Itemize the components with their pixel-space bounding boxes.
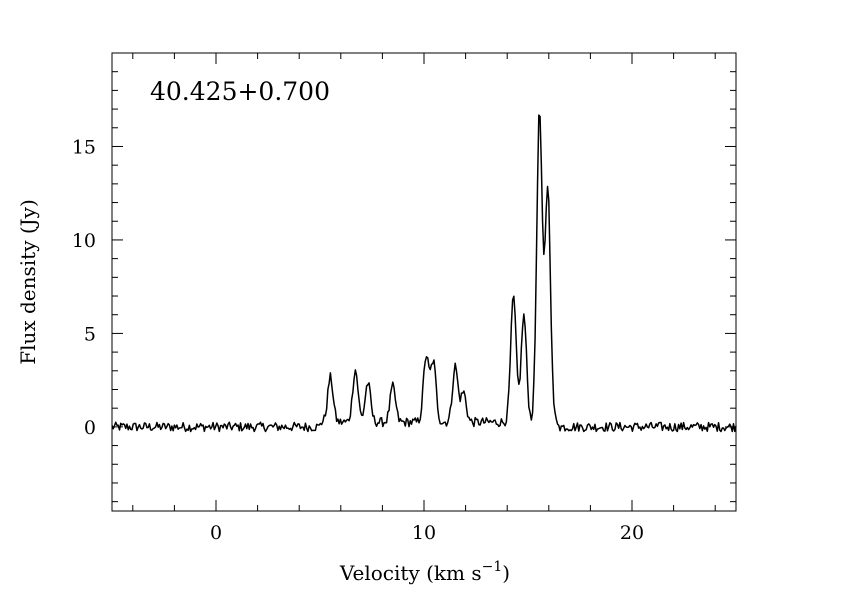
x-axis-title-exponent: −1 bbox=[482, 559, 503, 575]
plot-frame bbox=[111, 52, 737, 512]
x-tick-label: 10 bbox=[412, 522, 436, 544]
axis-ticks bbox=[112, 53, 736, 511]
y-tick-label: 0 bbox=[84, 417, 96, 439]
tick-labels: 0 10 20 0 5 10 15 bbox=[72, 136, 644, 544]
x-axis-title: Velocity (km s−1) bbox=[339, 559, 510, 585]
y-axis-title: Flux density (Jy) bbox=[16, 199, 40, 365]
y-tick-label: 5 bbox=[84, 323, 96, 345]
x-axis-title-main: Velocity (km s bbox=[339, 561, 482, 585]
source-name-label: 40.425+0.700 bbox=[150, 77, 330, 106]
spectrum-line bbox=[111, 114, 737, 433]
y-tick-label: 15 bbox=[72, 136, 96, 158]
x-axis-title-close: ) bbox=[502, 561, 510, 585]
x-tick-label: 20 bbox=[620, 522, 644, 544]
y-tick-label: 10 bbox=[72, 230, 96, 252]
x-tick-label: 0 bbox=[210, 522, 222, 544]
